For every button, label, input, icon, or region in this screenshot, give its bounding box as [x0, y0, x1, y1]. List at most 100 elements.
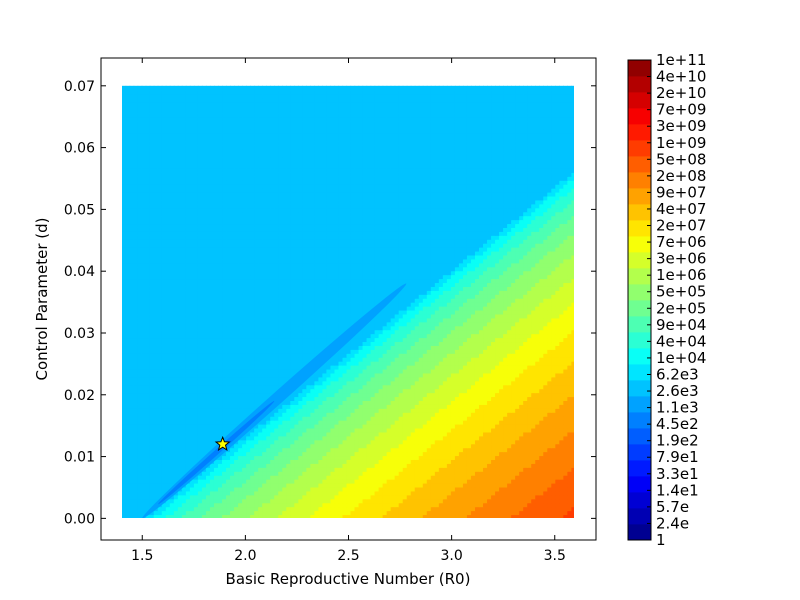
contour-cell: [141, 345, 147, 350]
contour-cell: [314, 372, 319, 378]
contour-cell: [230, 510, 235, 516]
contour-cell: [246, 451, 251, 457]
contour-cell: [201, 471, 207, 476]
contour-cell: [366, 380, 372, 386]
contour-cell: [483, 353, 488, 358]
contour-cell: [410, 475, 416, 480]
contour-cell: [330, 368, 336, 374]
contour-cell: [294, 392, 299, 398]
contour-cell: [141, 506, 147, 512]
contour-cell: [318, 471, 323, 476]
contour-cell: [350, 455, 356, 460]
contour-cell: [523, 427, 528, 433]
contour-cell: [169, 479, 175, 484]
contour-cell: [370, 376, 376, 382]
contour-cell: [535, 498, 540, 504]
contour-cell: [390, 412, 396, 417]
contour-cell: [230, 368, 235, 374]
contour-cell: [310, 447, 315, 453]
contour-cell: [230, 392, 235, 398]
contour-cell: [141, 502, 147, 508]
contour-cell: [290, 439, 295, 445]
contour-cell: [234, 380, 239, 386]
contour-cell: [133, 447, 139, 453]
contour-cell: [177, 431, 183, 437]
contour-cell: [495, 506, 500, 512]
contour-cell: [338, 384, 344, 390]
contour-cell: [218, 357, 223, 362]
contour-cell: [571, 345, 574, 350]
contour-cell: [442, 467, 448, 472]
contour-cell: [350, 361, 356, 366]
contour-cell: [218, 486, 223, 492]
contour-cell: [157, 494, 163, 500]
contour-cell: [414, 400, 420, 405]
contour-cell: [466, 392, 472, 398]
contour-cell: [294, 431, 299, 437]
contour-cell: [346, 502, 352, 508]
contour-cell: [209, 435, 215, 441]
contour-cell: [205, 404, 211, 409]
contour-cell: [173, 416, 179, 421]
contour-cell: [238, 345, 243, 350]
contour-cell: [149, 451, 155, 457]
contour-cell: [555, 380, 560, 386]
contour-cell: [197, 482, 203, 488]
contour-cell: [165, 365, 171, 370]
contour-cell: [555, 431, 560, 437]
contour-cell: [479, 357, 484, 362]
contour-cell: [354, 510, 360, 516]
contour-cell: [483, 357, 488, 362]
contour-cell: [479, 345, 484, 350]
contour-cell: [169, 447, 175, 453]
contour-cell: [141, 388, 147, 394]
contour-cell: [487, 423, 492, 429]
contour-cell: [350, 451, 356, 457]
contour-cell: [169, 349, 175, 354]
contour-cell: [483, 361, 488, 366]
contour-cell: [350, 475, 356, 480]
contour-cell: [378, 361, 384, 366]
contour-cell: [458, 412, 464, 417]
contour-cell: [161, 479, 167, 484]
contour-cell: [133, 372, 139, 378]
contour-cell: [318, 435, 323, 441]
contour-cell: [507, 490, 512, 496]
contour-cell: [258, 392, 263, 398]
contour-cell: [438, 427, 444, 433]
contour-cell: [382, 435, 388, 441]
contour-cell: [230, 353, 235, 358]
contour-cell: [479, 431, 484, 437]
contour-cell: [282, 376, 287, 382]
contour-cell: [354, 372, 360, 378]
contour-cell: [226, 502, 231, 508]
contour-cell: [527, 475, 532, 480]
contour-cell: [254, 482, 259, 488]
contour-cell: [201, 376, 207, 382]
contour-cell: [422, 479, 428, 484]
contour-cell: [153, 357, 159, 362]
contour-cell: [189, 384, 195, 390]
contour-cell: [438, 475, 444, 480]
contour-cell: [133, 404, 139, 409]
contour-cell: [177, 502, 183, 508]
contour-cell: [479, 361, 484, 366]
contour-cell: [266, 431, 271, 437]
contour-cell: [330, 439, 336, 445]
contour-cell: [382, 479, 388, 484]
contour-cell: [495, 408, 500, 413]
contour-cell: [454, 345, 460, 350]
contour-cell: [519, 463, 524, 468]
contour-cell: [238, 502, 243, 508]
contour-cell: [386, 372, 392, 378]
contour-cell: [491, 498, 496, 504]
contour-cell: [161, 396, 167, 401]
contour-cell: [193, 392, 199, 398]
contour-cell: [161, 514, 167, 518]
contour-cell: [258, 475, 263, 480]
contour-cell: [426, 416, 432, 421]
contour-cell: [213, 376, 219, 382]
contour-cell: [402, 427, 408, 433]
contour-cell: [378, 392, 384, 398]
contour-cell: [571, 400, 574, 405]
